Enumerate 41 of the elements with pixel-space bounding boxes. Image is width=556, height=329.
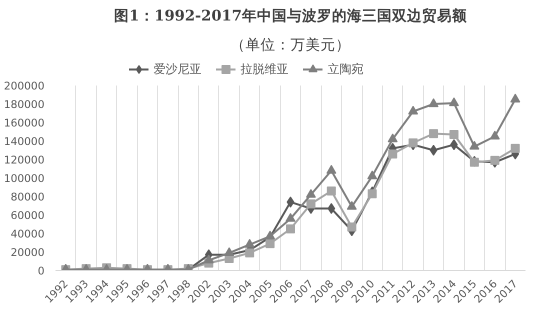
point	[429, 129, 438, 138]
chart-subtitle: （单位：万美元）	[230, 36, 350, 54]
y-tick-label: 20000	[10, 246, 45, 259]
point	[388, 149, 398, 158]
point	[265, 230, 276, 240]
y-tick-label: 40000	[10, 228, 45, 240]
point	[224, 247, 234, 256]
y-tick-label: 120000	[4, 154, 45, 166]
point	[510, 144, 520, 153]
point	[346, 200, 357, 210]
y-tick-label: 60000	[10, 209, 45, 222]
y-tick-label: 200000	[4, 80, 45, 92]
chart-title: 图1：1992-2017年中国与波罗的海三国双边贸易额	[114, 6, 468, 24]
point	[244, 238, 255, 248]
y-tick-label: 0	[38, 264, 45, 278]
y-tick-label: 180000	[4, 98, 45, 111]
point	[388, 133, 398, 142]
point	[245, 248, 254, 258]
legend-label: 立陶宛	[327, 60, 364, 78]
legend-label: 爱沙尼亚	[153, 60, 202, 78]
point	[306, 188, 316, 198]
point	[490, 156, 500, 165]
y-tick-label: 80000	[10, 190, 45, 204]
point	[204, 254, 214, 264]
legend-label: 拉脱维亚	[240, 60, 288, 78]
point	[449, 130, 458, 140]
point	[347, 222, 356, 232]
point	[286, 213, 296, 222]
point	[326, 164, 336, 174]
point	[306, 199, 316, 208]
y-tick-label: 100000	[4, 172, 45, 185]
point	[469, 140, 480, 150]
point	[408, 138, 418, 148]
point	[490, 130, 500, 140]
point	[286, 224, 295, 234]
y-tick-label: 160000	[4, 116, 45, 130]
point	[266, 239, 275, 248]
point	[326, 186, 336, 196]
y-tick-label: 140000	[4, 135, 45, 148]
point	[368, 189, 377, 198]
point	[367, 170, 378, 180]
